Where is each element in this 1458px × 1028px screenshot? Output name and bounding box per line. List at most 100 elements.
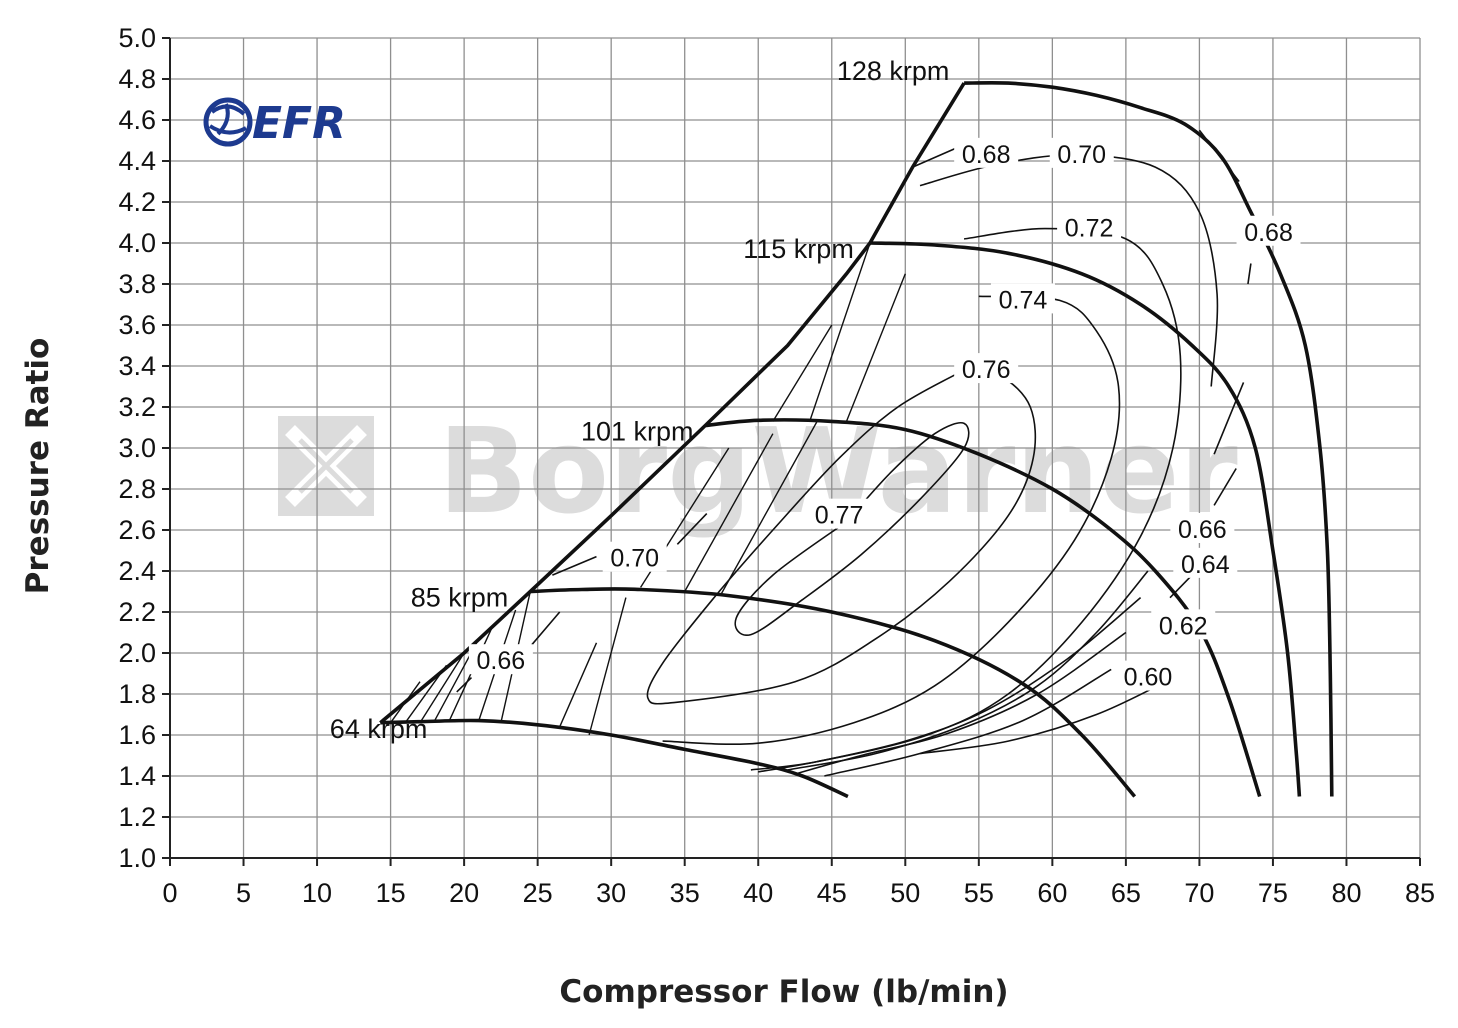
speed-line [380,718,849,799]
x-tick-label: 85 [1405,878,1435,908]
efficiency-contour [1213,382,1245,455]
efficiency-label-bg [954,137,1019,168]
efficiency-label: 0.62 [1159,612,1208,640]
y-tick-label: 4.8 [118,64,156,94]
x-tick-label: 0 [162,878,177,908]
surge-hatch-line [809,242,871,422]
speed-line [530,587,1137,798]
efficiency-label-bg [602,541,667,572]
efficiency-label-bg [1236,215,1301,246]
x-tick-label: 80 [1331,878,1361,908]
y-tick-label: 2.2 [118,597,156,627]
speed-line-label: 64 krpm [330,714,428,744]
efficiency-label-bg [954,353,1019,384]
efficiency-label-bg [1170,513,1235,543]
x-tick-label: 30 [596,878,626,908]
y-tick-label: 4.2 [118,187,156,217]
efficiency-label-bg [1151,609,1216,640]
x-tick-label: 55 [964,878,994,908]
surge-line [379,82,966,725]
efficiency-label-bg [468,644,533,675]
surge-hatch-line [419,652,465,724]
efficiency-label-bg [990,283,1055,314]
x-tick-label: 65 [1111,878,1141,908]
axes [162,37,1421,866]
y-tick-label: 2.0 [118,638,156,668]
efficiency-contour [676,513,708,545]
speed-line-label: 128 krpm [837,56,950,86]
efficiency-contour [662,295,1121,746]
y-tick-label: 1.6 [118,720,156,750]
surge-hatch-line [845,273,906,422]
efficiency-contour [758,596,1142,773]
y-tick-label: 1.4 [118,761,156,791]
y-tick-label: 3.0 [118,433,156,463]
x-tick-label: 25 [523,878,553,908]
y-tick-label: 5.0 [118,23,156,53]
efficiency-label: 0.60 [1124,664,1173,692]
efficiency-label-bg [1115,660,1180,691]
efficiency-label-bg [1173,547,1238,578]
y-axis-title: Pressure Ratio [20,338,56,595]
speed-line-label: 85 krpm [411,583,509,613]
efficiency-label: 0.70 [1057,141,1106,169]
surge-hatch-line [684,433,774,592]
efficiency-contour [456,677,473,693]
efficiency-label: 0.74 [999,286,1048,314]
swirl-logo-icon [203,97,253,147]
borgwarner-logo-icon [278,416,374,516]
logo-text: EFR [252,98,346,149]
speed-line-label: 115 krpm [743,234,854,264]
efficiency-label-bg [807,498,872,529]
y-tick-label: 4.6 [118,105,156,135]
efficiency-contour [787,570,1149,771]
y-tick-label: 4.4 [118,146,156,176]
x-tick-label: 75 [1258,878,1288,908]
efficiency-label-bg [1049,137,1114,168]
x-tick-label: 70 [1184,878,1214,908]
efr-logo: EFR [203,97,346,149]
efficiency-label: 0.77 [815,502,864,530]
efficiency-label: 0.68 [962,141,1011,169]
y-tick-label: 1.8 [118,679,156,709]
y-tick-label: 2.4 [118,556,156,586]
y-tick-label: 3.8 [118,269,156,299]
surge-hatch-line [772,324,833,422]
y-tick-labels: 1.0 1.2 1.4 1.6 1.8 2.0 2.2 2.4 2.6 2.8 3.0 3.2 3.4 3… [118,23,156,873]
x-tick-label: 5 [236,878,251,908]
surge-hatch-line [720,421,818,594]
y-tick-label: 4.0 [118,228,156,258]
efficiency-contour [794,631,1127,775]
x-tick-label: 15 [376,878,406,908]
efficiency-label: 0.64 [1181,551,1230,579]
x-tick-label: 35 [670,878,700,908]
x-axis-title: Compressor Flow (lb/min) [559,974,1008,1010]
y-tick-label: 3.2 [118,392,156,422]
y-tick-label: 3.4 [118,351,156,381]
efficiency-contour [552,555,597,576]
speed-lines [380,80,1334,799]
speed-line-label: 101 krpm [581,417,694,447]
efficiency-contour [824,668,1112,777]
surge-hatch-line [559,642,598,728]
x-tick-label: 60 [1037,878,1067,908]
x-tick-labels: 0 5 10 15 20 25 30 35 40 45 50 55 60 65 70 75 80 85 [162,878,1435,908]
efficiency-label: 0.66 [1178,516,1227,544]
y-tick-label: 3.6 [118,310,156,340]
x-tick-label: 50 [890,878,920,908]
speed-line [869,241,1302,797]
surge-line-group [379,82,966,725]
efficiency-contour [1247,263,1252,285]
efficiency-label: 0.66 [477,647,526,675]
efficiency-contour [919,678,1171,755]
speed-line [705,418,1262,798]
efficiency-contour [1213,468,1237,506]
efficiency-label: 0.68 [1244,219,1293,247]
efficiency-contour [646,369,1037,705]
x-tick-label: 10 [302,878,332,908]
x-tick-label: 40 [743,878,773,908]
series-labels: 64 krpm 85 krpm 101 krpm 115 krpm 128 krpm 0.… [330,56,1301,744]
efficiency-label-bg [1057,211,1122,242]
surge-hatch-line [588,597,627,736]
